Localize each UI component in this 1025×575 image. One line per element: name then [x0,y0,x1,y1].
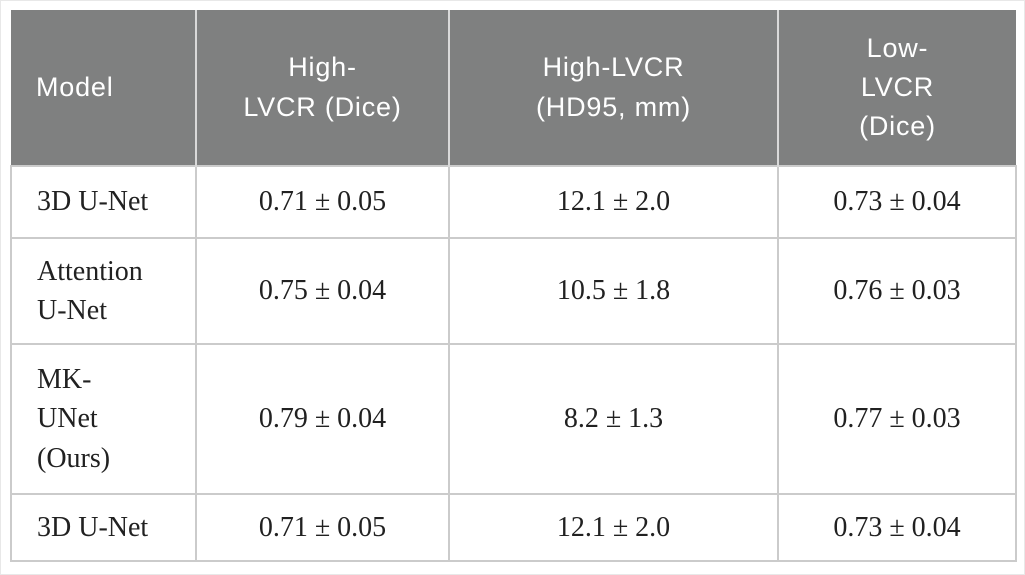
table-row: 3D U-Net 0.71 ± 0.05 12.1 ± 2.0 0.73 ± 0… [10,493,1017,562]
model-cell: 3D U-Net [10,165,197,239]
low-lvcr-dice-cell: 0.73 ± 0.04 [777,165,1017,239]
table-row: MK- UNet (Ours) 0.79 ± 0.04 8.2 ± 1.3 0.… [10,343,1017,495]
model-cell: 3D U-Net [10,493,197,562]
high-lvcr-hd95-cell: 10.5 ± 1.8 [448,237,779,345]
column-header-high-lvcr-dice: High- LVCR (Dice) [195,10,449,166]
high-lvcr-dice-cell: 0.71 ± 0.05 [195,493,450,562]
table-row: 3D U-Net 0.71 ± 0.05 12.1 ± 2.0 0.73 ± 0… [10,165,1017,239]
model-cell: Attention U-Net [10,237,197,345]
results-table: Model High- LVCR (Dice) High-LVCR (HD95,… [10,10,1017,562]
low-lvcr-dice-cell: 0.73 ± 0.04 [777,493,1017,562]
table-row: Attention U-Net 0.75 ± 0.04 10.5 ± 1.8 0… [10,237,1017,345]
header-row: Model High- LVCR (Dice) High-LVCR (HD95,… [11,10,1016,166]
high-lvcr-hd95-cell: 12.1 ± 2.0 [448,165,779,239]
column-header-model: Model [11,10,196,166]
high-lvcr-dice-cell: 0.79 ± 0.04 [195,343,450,495]
low-lvcr-dice-cell: 0.76 ± 0.03 [777,237,1017,345]
model-cell: MK- UNet (Ours) [10,343,197,495]
high-lvcr-hd95-cell: 8.2 ± 1.3 [448,343,779,495]
column-header-high-lvcr-hd95: High-LVCR (HD95, mm) [448,10,778,166]
high-lvcr-hd95-cell: 12.1 ± 2.0 [448,493,779,562]
high-lvcr-dice-cell: 0.71 ± 0.05 [195,165,450,239]
low-lvcr-dice-cell: 0.77 ± 0.03 [777,343,1017,495]
high-lvcr-dice-cell: 0.75 ± 0.04 [195,237,450,345]
column-header-low-lvcr-dice: Low- LVCR (Dice) [777,10,1016,166]
